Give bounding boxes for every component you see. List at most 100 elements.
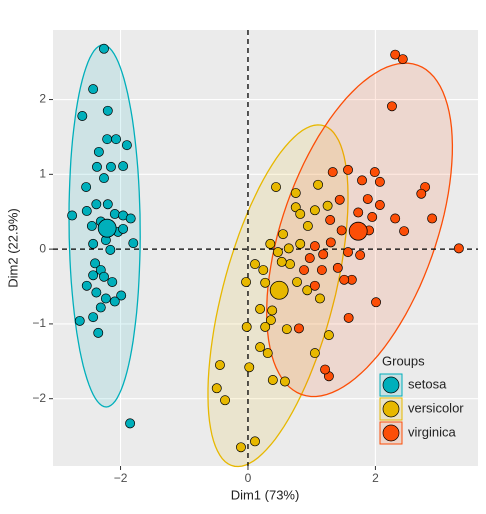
point [399,226,410,237]
point [128,238,139,249]
x-axis-label: Dim1 (73%) [231,487,300,502]
point [343,164,353,175]
point [267,375,278,385]
legend-symbol [382,400,400,418]
legend-symbol [382,424,400,442]
y-tick-label: 0 [39,241,46,255]
point [95,302,106,313]
point [99,271,109,282]
y-tick-label: 1 [39,167,46,181]
point [99,173,109,184]
point [93,327,104,338]
point [107,277,118,287]
point [374,176,385,187]
point [343,312,354,323]
point [255,304,266,314]
point [111,134,122,145]
point [236,442,246,453]
point [295,209,306,219]
plot-background [53,30,478,466]
group-mean [97,218,117,238]
point [299,265,309,276]
point [125,213,136,224]
point [102,134,113,145]
point [302,220,313,231]
point [265,315,276,326]
point [279,376,290,387]
point [91,287,102,298]
point [214,360,225,370]
point [302,285,313,296]
legend-symbol [382,376,400,394]
point [336,225,347,236]
y-axis-label: Dim2 (22.9%) [5,208,20,287]
y-tick-label: 2 [39,92,46,106]
point [334,194,345,205]
point [283,243,294,254]
point [93,146,104,157]
legend-label: versicolor [408,400,464,415]
point [276,256,287,267]
point [292,277,302,287]
point [241,277,252,287]
point [387,101,397,112]
point [92,161,102,172]
point [121,140,132,151]
point [325,215,336,225]
point [109,209,120,219]
point [106,161,116,172]
point [390,49,401,60]
point [304,253,315,264]
point [260,277,271,288]
point [309,280,320,291]
point [241,321,252,332]
group-mean [269,280,289,300]
point [390,213,401,224]
point [357,175,367,186]
point [327,167,338,178]
point [322,200,333,211]
point [320,364,331,375]
point [250,436,260,447]
point [290,188,301,198]
legend-label: setosa [408,376,447,391]
point [272,247,283,258]
x-tick-label: 2 [372,471,379,485]
point [211,383,222,394]
point [265,238,276,249]
point [118,223,129,234]
point [315,293,325,304]
point [262,348,273,359]
point [309,348,320,359]
point [313,179,324,190]
point [325,237,336,248]
y-tick-label: −2 [32,391,46,405]
point [125,418,136,429]
point [355,250,366,261]
point [278,229,288,240]
point [332,262,343,273]
point [260,321,271,332]
point [453,243,464,254]
point [74,315,85,326]
point [258,265,269,276]
point [371,297,382,308]
point [285,259,295,270]
legend-label: virginica [408,424,456,439]
point [318,249,329,260]
point [81,206,92,216]
group-mean [348,221,368,241]
point [271,182,281,192]
point [367,212,378,222]
point [91,199,102,210]
x-tick-label: 0 [245,471,252,485]
point [244,362,255,373]
point [81,182,92,192]
y-tick-label: −1 [32,316,46,330]
point [118,161,129,172]
point [102,105,113,116]
legend-title: Groups [382,353,425,368]
point [295,238,306,249]
point [88,238,99,249]
